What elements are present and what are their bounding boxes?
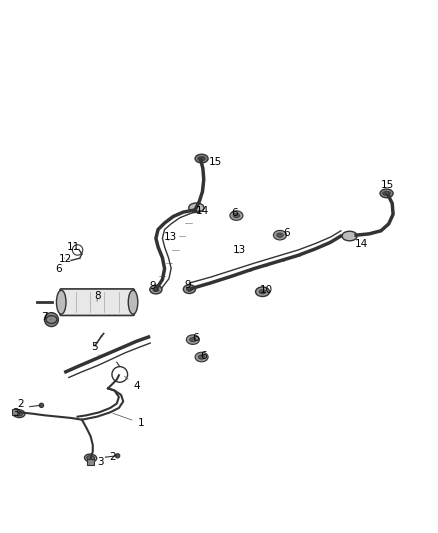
Text: 6: 6 [231, 208, 237, 219]
Text: 2: 2 [18, 399, 31, 409]
Ellipse shape [85, 454, 97, 462]
Ellipse shape [184, 285, 195, 294]
Ellipse shape [273, 230, 286, 240]
Text: 2: 2 [105, 452, 116, 462]
Ellipse shape [186, 287, 192, 292]
Text: 15: 15 [381, 180, 395, 193]
Circle shape [116, 454, 120, 458]
Ellipse shape [277, 233, 283, 237]
Text: 12: 12 [59, 254, 72, 264]
Text: 6: 6 [283, 229, 290, 238]
Ellipse shape [342, 231, 357, 241]
Text: 6: 6 [201, 351, 207, 361]
Bar [12, 409, 19, 415]
FancyBboxPatch shape [60, 289, 134, 316]
Ellipse shape [87, 456, 95, 461]
Ellipse shape [189, 203, 204, 213]
Text: 13: 13 [164, 232, 177, 242]
Ellipse shape [13, 410, 25, 417]
Text: 4: 4 [124, 376, 140, 391]
Text: 5: 5 [92, 342, 99, 356]
Text: 1: 1 [113, 413, 144, 428]
Text: 14: 14 [196, 206, 209, 216]
Ellipse shape [383, 191, 391, 196]
Text: 3: 3 [12, 408, 19, 418]
Bar [87, 459, 94, 465]
Ellipse shape [150, 285, 162, 294]
Ellipse shape [255, 287, 269, 296]
Ellipse shape [198, 156, 205, 161]
Ellipse shape [186, 335, 199, 344]
Text: 15: 15 [205, 157, 222, 167]
Text: 8: 8 [94, 291, 100, 301]
Ellipse shape [190, 337, 196, 342]
Ellipse shape [195, 352, 208, 362]
Text: 7: 7 [41, 312, 51, 322]
Ellipse shape [198, 355, 205, 359]
Text: 3: 3 [94, 457, 104, 467]
Ellipse shape [195, 154, 208, 163]
Circle shape [45, 313, 58, 327]
Text: 11: 11 [67, 242, 80, 252]
Text: 6: 6 [192, 333, 198, 343]
Ellipse shape [233, 213, 240, 218]
Text: 10: 10 [259, 285, 272, 295]
Ellipse shape [230, 211, 243, 220]
Ellipse shape [259, 289, 266, 294]
Ellipse shape [380, 189, 393, 198]
Ellipse shape [128, 290, 138, 314]
Text: 14: 14 [355, 236, 368, 249]
Circle shape [39, 403, 44, 408]
Text: 13: 13 [233, 245, 247, 255]
Text: 6: 6 [56, 258, 64, 273]
Text: 9: 9 [184, 280, 191, 290]
Text: 9: 9 [149, 281, 156, 291]
Ellipse shape [57, 290, 66, 314]
Ellipse shape [153, 287, 159, 292]
Ellipse shape [15, 411, 23, 416]
